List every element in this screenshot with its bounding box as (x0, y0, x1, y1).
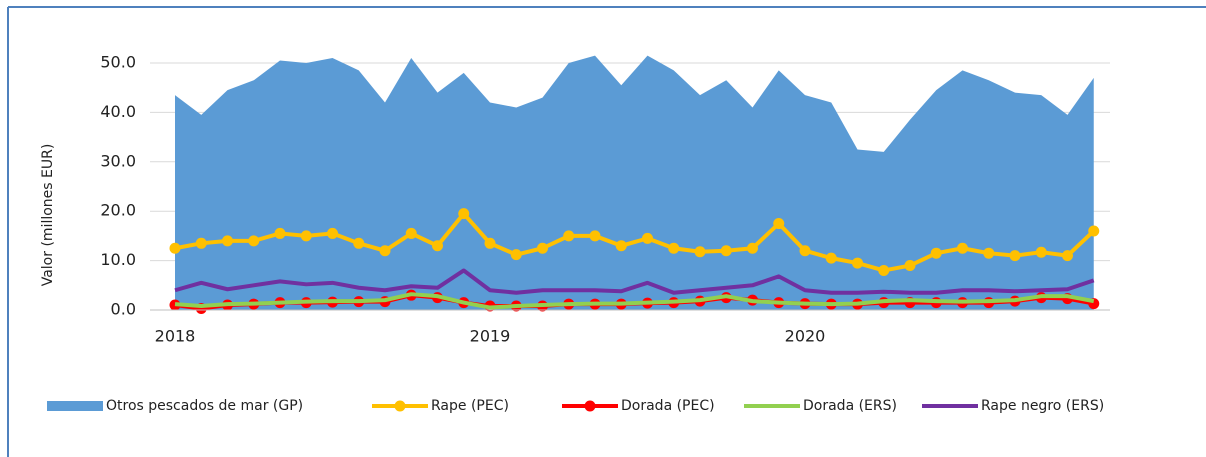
legend-marker (584, 400, 596, 412)
y-tick-label: 50.0 (100, 53, 136, 72)
marker (642, 232, 653, 244)
marker (353, 237, 365, 249)
line (174, 292, 1095, 310)
marker (432, 240, 443, 252)
marker (904, 260, 916, 272)
marker (222, 235, 233, 247)
x-tick-label: 2019 (470, 327, 511, 346)
y-tick-label: 20.0 (100, 201, 136, 220)
marker (930, 247, 942, 259)
marker (195, 237, 207, 249)
y-tick-label: 40.0 (100, 102, 136, 121)
x-tick-label: 2018 (155, 327, 196, 346)
x-tick-label: 2020 (785, 327, 826, 346)
marker (957, 242, 968, 254)
marker (1062, 250, 1073, 262)
marker (747, 242, 758, 254)
legend-marker (394, 400, 406, 412)
marker (983, 247, 995, 259)
marker (773, 218, 785, 230)
y-axis-label: Valor (millones EUR) (40, 144, 56, 287)
marker (694, 246, 706, 258)
marker (589, 230, 601, 242)
marker (1035, 246, 1047, 258)
marker (852, 257, 863, 269)
line (174, 268, 1095, 295)
marker (615, 240, 627, 252)
marker (300, 230, 312, 242)
marker (379, 245, 391, 257)
marker (248, 235, 260, 247)
y-tick-label: 30.0 (100, 151, 136, 170)
marker (720, 245, 732, 257)
legend-label: Dorada (PEC) (621, 398, 715, 414)
marker (878, 264, 890, 276)
legend-label: Rape (PEC) (431, 398, 509, 414)
marker (458, 208, 470, 220)
marker (405, 227, 417, 239)
y-tick-label: 0.0 (111, 300, 136, 319)
marker (1088, 225, 1100, 237)
marker (799, 245, 811, 257)
y-tick-label: 10.0 (100, 250, 136, 269)
marker (537, 242, 548, 254)
legend-label: Dorada (ERS) (803, 398, 897, 414)
marker (825, 252, 837, 264)
legend-label: Rape negro (ERS) (981, 398, 1104, 414)
marker (274, 227, 286, 239)
legend-swatch (47, 401, 103, 411)
marker (510, 249, 522, 261)
area (175, 55, 1094, 311)
marker (484, 237, 496, 249)
legend-label: Otros pescados de mar (GP) (106, 398, 303, 414)
marker (1009, 250, 1021, 262)
marker (327, 227, 338, 239)
marker (563, 230, 575, 242)
marker (668, 242, 680, 254)
marker (169, 242, 181, 254)
